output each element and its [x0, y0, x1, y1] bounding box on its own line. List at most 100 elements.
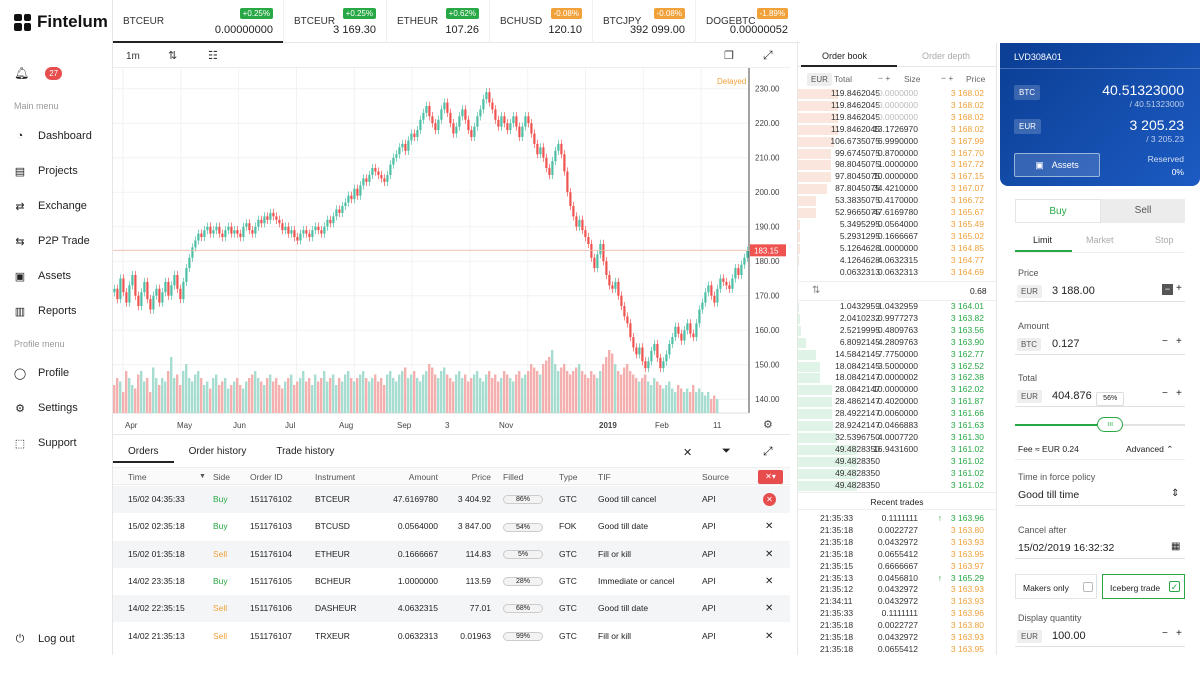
- notifications[interactable]: 🔔︎ 27: [14, 66, 63, 80]
- cancel-order-icon[interactable]: ✕: [763, 493, 776, 506]
- buy-tab[interactable]: Buy: [1015, 199, 1101, 223]
- ticker-btceur[interactable]: BTCEUR +0.25% 3 169.30: [283, 0, 386, 43]
- col-tif[interactable]: TIF: [598, 472, 611, 482]
- amount-slider[interactable]: ııı 56%: [1015, 392, 1185, 436]
- ask-row[interactable]: 5.3495295 0.0564000 3 165.49: [798, 219, 994, 231]
- ask-row[interactable]: 53.3835075 0.4170000 3 166.72: [798, 195, 994, 207]
- ob-size-stepper[interactable]: − +: [878, 73, 891, 83]
- display-qty-input[interactable]: EUR 100.00 − +: [1015, 627, 1185, 647]
- settings-sliders-icon[interactable]: ☷: [208, 50, 218, 62]
- amount-increment[interactable]: +: [1176, 336, 1182, 347]
- iceberg-checkbox[interactable]: ✓: [1169, 581, 1180, 592]
- tab-order-depth[interactable]: Order depth: [922, 51, 971, 61]
- ask-row[interactable]: 52.9665075 47.6169780 3 165.67: [798, 207, 994, 219]
- bid-row[interactable]: 2.5219995 0.4809763 3 163.56: [798, 325, 994, 337]
- bid-row[interactable]: 49.4828350 16.9431600 3 161.02: [798, 444, 994, 456]
- cancel-order-icon[interactable]: ✕: [765, 548, 774, 560]
- ask-row[interactable]: 87.8045075 34.4210000 3 167.07: [798, 183, 994, 195]
- bid-row[interactable]: 28.4922147 0.0060000 3 161.66: [798, 408, 994, 420]
- amount-input[interactable]: BTC 0.127 − +: [1015, 335, 1185, 355]
- bid-row[interactable]: 28.0842147 10.0000000 3 162.02: [798, 384, 994, 396]
- sidebar-item-assets[interactable]: ▣ Assets: [14, 270, 71, 283]
- total-decrement[interactable]: −: [1162, 388, 1168, 399]
- bid-row[interactable]: 32.5396750 4.0007720 3 161.30: [798, 432, 994, 444]
- col-instrument[interactable]: Instrument: [315, 472, 356, 482]
- candlestick-chart[interactable]: 230.00 220.00 210.00 200.00 190.00 180.00 170.…: [113, 68, 790, 435]
- sidebar-item-exchange[interactable]: ⇄ Exchange: [14, 200, 87, 213]
- calendar-icon[interactable]: ▦: [1171, 541, 1181, 552]
- col-time[interactable]: Time: [128, 472, 147, 482]
- cancel-order-icon[interactable]: ✕: [765, 575, 774, 587]
- bid-row[interactable]: 14.5842145 7.7750000 3 162.77: [798, 349, 994, 361]
- bid-row[interactable]: 2.0410232 0.9977273 3 163.82: [798, 313, 994, 325]
- expand-orders-icon[interactable]: ⤢: [763, 444, 773, 458]
- tab-order-history[interactable]: Order history: [188, 446, 247, 457]
- filter-icon[interactable]: ⏷: [722, 445, 731, 457]
- bid-row[interactable]: 28.4862147 0.4020000 3 161.87: [798, 396, 994, 408]
- bid-row[interactable]: 1.0432959 1.0432959 3 164.01: [798, 301, 994, 313]
- tab-limit[interactable]: Limit: [1033, 235, 1053, 245]
- slider-handle[interactable]: ııı: [1097, 417, 1124, 432]
- ticker-etheur[interactable]: ETHEUR +0.62% 107.26: [386, 0, 489, 43]
- tif-select[interactable]: Good till time ⇕: [1015, 486, 1185, 506]
- order-row[interactable]: 14/02 21:35:13 Sell 151176107 TRXEUR 0.06323…: [113, 622, 790, 650]
- cancel-order-icon[interactable]: ✕: [765, 521, 774, 533]
- ticker-btceur[interactable]: BTCEUR +0.25% 0.00000000: [113, 0, 283, 43]
- advanced-toggle[interactable]: Advanced ⌃: [1126, 444, 1173, 455]
- cancel-after-input[interactable]: 15/02/2019 16:32:32 ▦: [1015, 539, 1185, 559]
- order-row[interactable]: 14/02 23:35:18 Buy 151176105 BCHEUR 1.000000…: [113, 567, 790, 595]
- bid-row[interactable]: 49.4828350 3 161.02: [798, 456, 994, 468]
- sidebar-item-support[interactable]: ⬚ Support: [14, 437, 77, 450]
- ask-row[interactable]: 4.1264628 4.0632315 3 164.77: [798, 255, 994, 267]
- display-qty-decrement[interactable]: −: [1162, 628, 1168, 639]
- sidebar-item-dashboard[interactable]: ◔ Dashboard: [14, 130, 92, 142]
- col-amount[interactable]: Amount: [408, 472, 438, 482]
- ticker-dogebtc[interactable]: DOGEBTC -1.89% 0.00000052: [695, 0, 798, 43]
- tab-stop[interactable]: Stop: [1155, 235, 1174, 245]
- cancel-all-button[interactable]: ✕▾: [758, 470, 783, 484]
- total-increment[interactable]: +: [1176, 388, 1182, 399]
- price-input[interactable]: EUR 3 188.00 − +: [1015, 282, 1185, 302]
- sidebar-item-reports[interactable]: ▥ Reports: [14, 305, 77, 318]
- col-type[interactable]: Type: [559, 472, 578, 482]
- ask-row[interactable]: 119.8462045 0.0000000 3 168.02: [798, 88, 994, 100]
- ask-row[interactable]: 5.2931295 0.1666667 3 165.02: [798, 231, 994, 243]
- ask-row[interactable]: 119.8462045 13.1726970 3 168.02: [798, 124, 994, 136]
- bid-row[interactable]: 18.0842147 0.0000002 3 162.38: [798, 372, 994, 384]
- order-row[interactable]: 15/02 01:35:18 Sell 151176104 ETHEUR 0.16666…: [113, 540, 790, 568]
- close-icon[interactable]: ✕: [683, 447, 693, 459]
- brand-logo[interactable]: Fintelum: [14, 12, 108, 32]
- bid-row[interactable]: 6.8092145 4.2809763 3 163.90: [798, 337, 994, 349]
- sidebar-item-p2p-trade[interactable]: ⇆ P2P Trade: [14, 235, 89, 248]
- interval-selector[interactable]: 1m: [126, 51, 140, 62]
- bid-row[interactable]: 49.4828350 3 161.02: [798, 480, 994, 492]
- cancel-order-icon[interactable]: ✕: [765, 630, 774, 642]
- price-decrement[interactable]: −: [1162, 284, 1173, 295]
- chart-settings-icon[interactable]: ⚙: [763, 418, 773, 431]
- expand-icon[interactable]: ⤢: [763, 48, 773, 62]
- price-increment[interactable]: +: [1176, 283, 1182, 294]
- iceberg-option[interactable]: Iceberg trade ✓: [1102, 574, 1185, 599]
- ticker-btcjpy[interactable]: BTCJPY -0.08% 392 099.00: [592, 0, 695, 43]
- tab-market[interactable]: Market: [1086, 235, 1114, 245]
- order-row[interactable]: 14/02 22:35:15 Sell 151176106 DASHEUR 4.0632…: [113, 595, 790, 623]
- logout-button[interactable]: ⏻ Log out: [14, 633, 75, 646]
- ask-row[interactable]: 5.1264628 1.0000000 3 164.85: [798, 243, 994, 255]
- bid-row[interactable]: 28.9242147 0.0466883 3 161.63: [798, 420, 994, 432]
- makers-only-checkbox[interactable]: [1083, 582, 1093, 592]
- order-row[interactable]: 15/02 02:35:18 Buy 151176103 BTCUSD 0.056400…: [113, 513, 790, 541]
- col-order-id[interactable]: Order ID: [250, 472, 283, 482]
- tab-orders[interactable]: Orders: [113, 441, 174, 463]
- sell-tab[interactable]: Sell: [1101, 199, 1185, 223]
- bid-row[interactable]: 18.0842145 3.5000000 3 162.52: [798, 361, 994, 373]
- ask-row[interactable]: 97.8045075 10.0000000 3 167.15: [798, 171, 994, 183]
- tab-order-book[interactable]: Order book: [822, 51, 868, 61]
- sidebar-item-settings[interactable]: ⚙ Settings: [14, 402, 78, 415]
- tab-trade-history[interactable]: Trade history: [276, 446, 335, 457]
- ob-currency[interactable]: EUR: [807, 73, 832, 86]
- ask-row[interactable]: 106.6735075 6.9990000 3 167.99: [798, 136, 994, 148]
- indicators-icon[interactable]: ⇅: [168, 50, 178, 62]
- col-side[interactable]: Side: [213, 472, 231, 482]
- sort-desc-icon[interactable]: ▼: [199, 473, 206, 480]
- assets-button[interactable]: ▣ Assets: [1014, 153, 1100, 177]
